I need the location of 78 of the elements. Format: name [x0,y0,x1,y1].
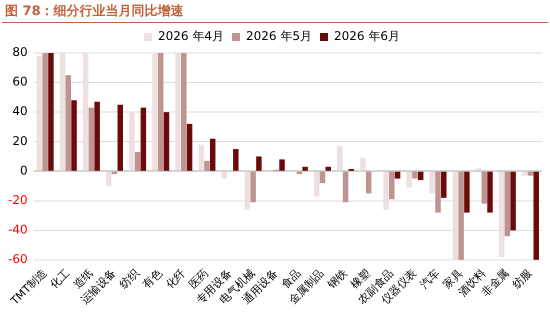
bar [140,108,146,171]
bar [36,56,42,171]
bar [210,138,216,171]
bar [82,53,88,171]
bar [164,112,170,171]
bar [412,172,418,179]
bar [158,53,164,171]
bar [186,124,192,171]
bar [394,172,400,179]
legend-label: 2026 年5月 [246,29,312,44]
bar [106,172,112,186]
bar [134,152,140,171]
chart-title: 图 78：细分行业当月同比增速 [2,2,548,23]
bar [42,53,48,171]
bar [314,172,320,196]
bar [198,144,204,171]
bar [320,172,326,184]
bar [383,172,389,210]
bar [152,53,158,171]
y-tick-label: 80 [12,45,28,60]
y-tick-label: 40 [12,104,28,118]
bar [366,172,372,194]
bar [244,172,250,210]
bar [71,100,77,171]
bar [181,53,187,171]
bar [279,159,285,171]
y-tick-label: 60 [12,74,28,89]
bar [250,172,256,202]
bar [389,172,395,200]
bar [498,172,504,257]
bar [66,75,72,171]
y-tick-label: -20 [8,192,28,207]
x-tick-label: 有色 [140,266,165,292]
x-tick-label: 钢铁 [324,266,350,292]
bar [522,172,528,176]
bar [533,172,539,260]
bar [452,172,458,260]
bar [342,172,348,202]
bar [296,172,302,174]
bar [441,172,447,198]
y-tick-label: 20 [12,134,28,148]
bar [118,104,124,171]
x-tick-label: 化工 [48,266,72,292]
y-tick-label: 0 [20,163,28,178]
bar [337,146,343,171]
bar [325,166,331,171]
bar [222,172,227,179]
bar [88,108,94,171]
bar [429,172,435,194]
legend-label: 2026 年6月 [334,29,400,44]
legend-label: 2026 年4月 [158,29,224,44]
bar [60,53,66,171]
x-tick-label: 纺织 [116,266,142,292]
bar [418,172,424,180]
bar [48,53,54,171]
bar [204,160,210,171]
bar [458,172,464,260]
bar [487,172,493,213]
bar [256,156,262,171]
bar [435,172,441,213]
bar [129,112,135,171]
bar [302,166,308,171]
bar [528,172,534,176]
bar [360,158,366,171]
bar [406,172,412,188]
bar [233,149,239,171]
bar [481,172,487,204]
x-tick-label: 化纤 [163,266,188,292]
bar [464,172,470,213]
bar [94,102,100,171]
bar [112,172,118,174]
bar [175,53,181,171]
x-tick-label: 汽车 [417,266,442,292]
bar [510,172,516,230]
x-tick-label: 纺服 [510,266,535,292]
y-tick-label: -40 [8,222,28,236]
bar [504,172,510,236]
y-tick-label: -60 [8,252,28,266]
